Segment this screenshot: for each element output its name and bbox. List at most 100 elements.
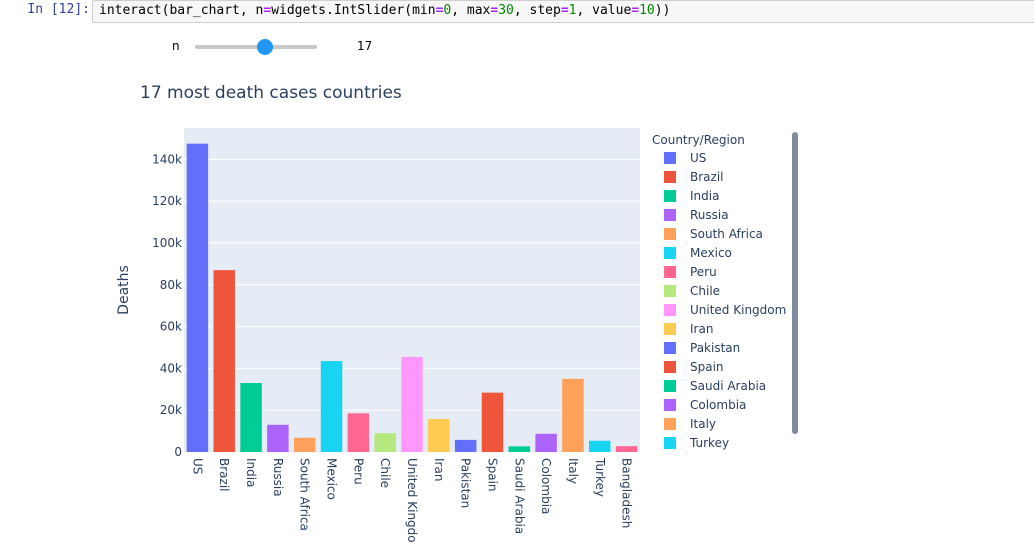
legend-entry[interactable]: Colombia bbox=[690, 398, 746, 412]
legend-entry[interactable]: United Kingdom bbox=[690, 303, 786, 317]
x-tick-label: India bbox=[244, 458, 258, 487]
legend-swatch[interactable] bbox=[664, 171, 676, 183]
legend-entry[interactable]: Mexico bbox=[690, 246, 732, 260]
y-tick-label: 40k bbox=[160, 361, 182, 375]
legend-entry[interactable]: South Africa bbox=[690, 227, 763, 241]
code-token: = bbox=[631, 3, 640, 18]
x-tick-label: Iran bbox=[432, 458, 446, 481]
bar[interactable] bbox=[347, 413, 370, 452]
bar[interactable] bbox=[320, 361, 343, 452]
code-token: = bbox=[263, 3, 272, 18]
bar[interactable] bbox=[428, 418, 450, 452]
chart-title: 17 most death cases countries bbox=[140, 83, 402, 103]
legend-swatch[interactable] bbox=[664, 285, 676, 297]
y-tick-label: 60k bbox=[160, 320, 182, 334]
legend-entry[interactable]: India bbox=[690, 189, 719, 203]
bar[interactable] bbox=[293, 437, 316, 452]
bar[interactable] bbox=[454, 439, 477, 452]
legend-entry[interactable]: Chile bbox=[690, 284, 720, 298]
legend-entry[interactable]: Peru bbox=[690, 265, 717, 279]
x-tick-label: US bbox=[190, 458, 204, 474]
bars bbox=[186, 143, 638, 452]
bar[interactable] bbox=[401, 356, 423, 452]
legend-swatch[interactable] bbox=[664, 190, 676, 202]
legend-entry[interactable]: Russia bbox=[690, 208, 729, 222]
legend-entry[interactable]: Spain bbox=[690, 360, 724, 374]
code-token: )) bbox=[654, 3, 671, 18]
code-token: widgets.IntSlider(min bbox=[271, 3, 436, 18]
legend-swatch[interactable] bbox=[664, 266, 676, 278]
cell-prompt: In [12]: bbox=[27, 2, 90, 17]
code-token: interact(bar_chart, n bbox=[99, 3, 264, 18]
x-tick-label: Italy bbox=[566, 458, 580, 484]
x-tick-label: Russia bbox=[271, 458, 285, 497]
legend-entry[interactable]: Brazil bbox=[690, 170, 724, 184]
x-tick-label: South Africa bbox=[298, 458, 312, 531]
legend-entry[interactable]: Turkey bbox=[689, 436, 729, 450]
bar[interactable] bbox=[589, 440, 611, 452]
bar-chart: 17 most death cases countries 0 20k 40k 60k… bbox=[116, 83, 798, 543]
y-tick-label: 0 bbox=[174, 445, 182, 459]
legend-swatch[interactable] bbox=[664, 304, 676, 316]
code-token: = bbox=[560, 3, 569, 18]
code-token: 1 bbox=[568, 3, 577, 18]
x-tick-label: Brazil bbox=[217, 458, 231, 492]
x-tick-label: Saudi Arabia bbox=[512, 458, 526, 534]
bar[interactable] bbox=[562, 378, 584, 452]
code-token: 0 bbox=[443, 3, 452, 18]
legend-entry[interactable]: US bbox=[690, 151, 706, 165]
legend-entry[interactable]: Iran bbox=[690, 322, 713, 336]
legend-swatch[interactable] bbox=[664, 228, 676, 240]
code-input[interactable]: interact(bar_chart, n=widgets.IntSlider(… bbox=[92, 0, 1034, 23]
bar[interactable] bbox=[481, 392, 504, 452]
y-tick-label: 80k bbox=[160, 278, 182, 292]
legend-swatch[interactable] bbox=[664, 418, 676, 430]
legend-entry[interactable]: Saudi Arabia bbox=[690, 379, 766, 393]
x-tick-label: Bangladesh bbox=[620, 458, 634, 528]
legend-swatch[interactable] bbox=[664, 342, 676, 354]
x-tick-label: Pakistan bbox=[459, 458, 473, 508]
x-tick-label: Chile bbox=[378, 458, 392, 488]
legend-swatch[interactable] bbox=[664, 380, 676, 392]
legend-swatch[interactable] bbox=[664, 323, 676, 335]
slider-handle[interactable] bbox=[257, 39, 273, 55]
y-tick-label: 20k bbox=[160, 403, 182, 417]
code-token: = bbox=[490, 3, 499, 18]
x-tick-label: United Kingdo bbox=[405, 458, 419, 543]
code-token: , value bbox=[576, 3, 632, 18]
bar[interactable] bbox=[240, 383, 262, 452]
legend-scrollbar[interactable] bbox=[792, 132, 798, 434]
bar[interactable] bbox=[186, 143, 209, 452]
code-token: , max bbox=[451, 3, 491, 18]
x-tick-label: Mexico bbox=[325, 458, 339, 500]
code-token: = bbox=[435, 3, 444, 18]
y-axis-title: Deaths bbox=[116, 265, 132, 315]
bar[interactable] bbox=[267, 424, 289, 452]
legend-swatch[interactable] bbox=[664, 209, 676, 221]
y-tick-label: 100k bbox=[152, 236, 182, 250]
code-token: 10 bbox=[639, 3, 655, 18]
x-tick-label: Colombia bbox=[539, 458, 553, 514]
legend-swatch[interactable] bbox=[664, 437, 676, 449]
legend-entry[interactable]: Italy bbox=[690, 417, 716, 431]
bar[interactable] bbox=[615, 446, 638, 452]
legend-swatch[interactable] bbox=[664, 361, 676, 373]
bar[interactable] bbox=[535, 433, 557, 452]
bar[interactable] bbox=[213, 270, 235, 452]
x-tick-label: Spain bbox=[485, 458, 499, 492]
slider-readout: 17 bbox=[357, 39, 373, 53]
y-axis: 0 20k 40k 60k 80k 100k 120k 140k bbox=[152, 152, 182, 459]
x-tick-label: Peru bbox=[351, 458, 365, 485]
code-token: , step bbox=[513, 3, 561, 18]
legend: Country/Region US Brazil India Russia South … bbox=[652, 133, 786, 450]
legend-swatch[interactable] bbox=[664, 152, 676, 164]
bar[interactable] bbox=[374, 433, 396, 452]
legend-title: Country/Region bbox=[652, 133, 745, 147]
bar[interactable] bbox=[508, 446, 531, 452]
legend-swatch[interactable] bbox=[664, 399, 676, 411]
slider-track[interactable] bbox=[195, 45, 317, 49]
legend-entry[interactable]: Pakistan bbox=[690, 341, 740, 355]
legend-swatch[interactable] bbox=[664, 247, 676, 259]
slider-label: n bbox=[172, 39, 180, 53]
y-tick-label: 140k bbox=[152, 152, 182, 166]
